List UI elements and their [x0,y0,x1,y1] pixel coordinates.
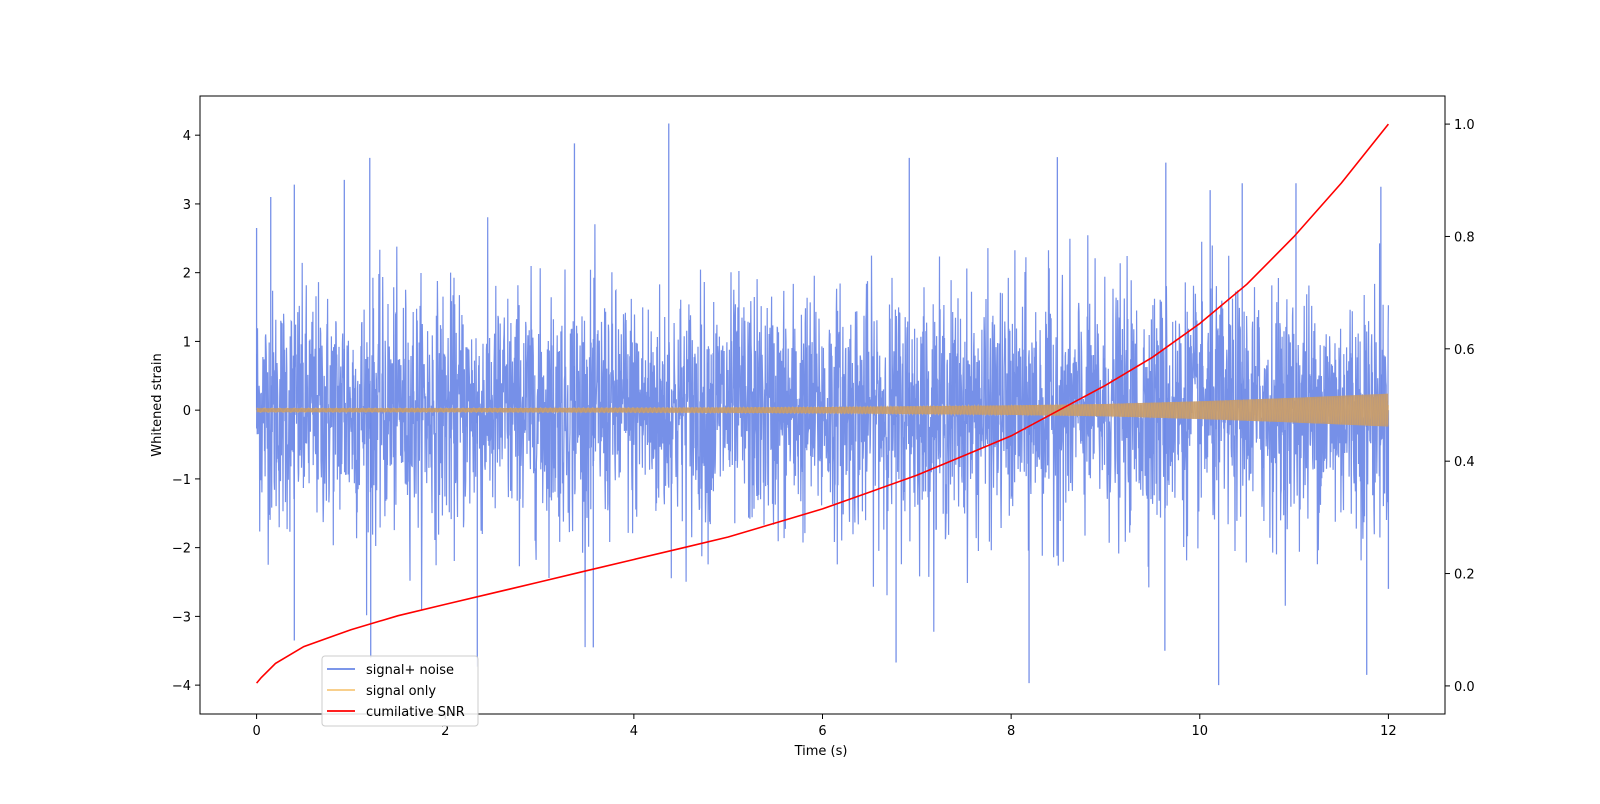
y2-tick-label: 1.0 [1454,118,1475,133]
y-tick-label: 3 [183,198,191,213]
legend: signal+ noise signal only cumilative SNR [321,655,479,727]
x-tick-label: 12 [1380,724,1397,739]
series-line-signal-noise [256,217,1389,648]
y-tick-label: 1 [183,335,191,350]
signal-envelope-band [256,393,1389,427]
y-axis-left: −4 −3 −2 −1 0 1 2 3 4 [172,129,200,694]
plot-area [255,123,1390,686]
x-axis: 0 2 4 6 8 10 12 [252,714,1397,739]
x-tick-label: 6 [818,724,826,739]
y-tick-label: −4 [172,679,191,694]
legend-box [321,655,479,727]
series-line-cumulative-snr [255,123,1390,684]
y-tick-label: 2 [183,267,191,282]
x-axis-label: Time (s) [794,744,848,759]
y-tick-label: −3 [172,610,191,625]
y-tick-label: −2 [172,542,191,557]
y-tick-label: 4 [183,129,191,144]
x-tick-label: 10 [1191,724,1208,739]
legend-label: signal+ noise [366,663,454,678]
x-tick-label: 4 [630,724,638,739]
x-tick-label: 0 [252,724,260,739]
y2-tick-label: 0.2 [1454,568,1475,583]
y2-tick-label: 0.8 [1454,230,1475,245]
x-tick-label: 8 [1007,724,1015,739]
y2-tick-label: 0.6 [1454,343,1475,358]
x-tick-label: 2 [441,724,449,739]
y-axis-label: Whitened strain [150,353,165,456]
y-tick-label: 0 [183,404,191,419]
legend-label: cumilative SNR [366,705,465,720]
y-axis-right: 0.0 0.2 0.4 0.6 0.8 1.0 [1445,118,1475,695]
y2-tick-label: 0.4 [1454,455,1475,470]
legend-label: signal only [366,684,436,699]
y-tick-label: −1 [172,473,191,488]
y2-tick-label: 0.0 [1454,680,1475,695]
